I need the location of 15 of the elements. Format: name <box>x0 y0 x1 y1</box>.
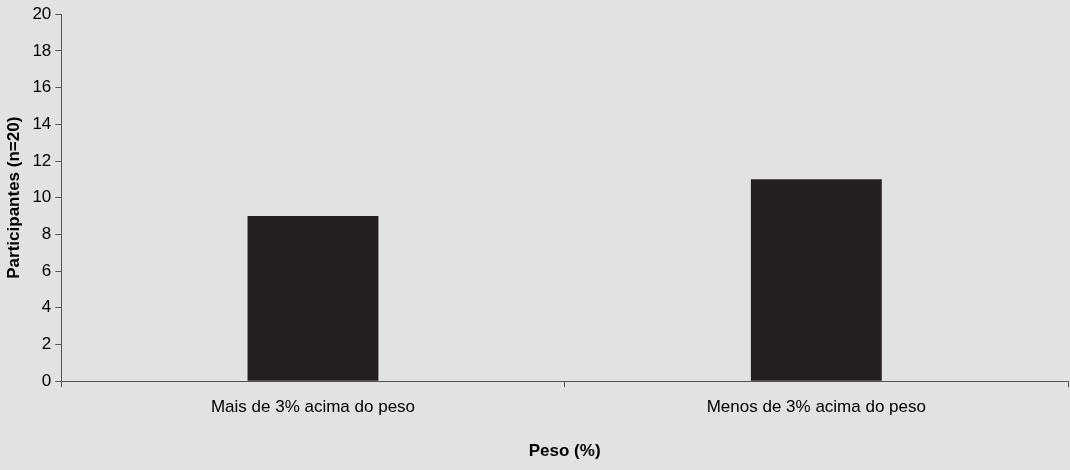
y-tick-label: 20 <box>32 3 52 23</box>
x-axis-title: Peso (%) <box>528 441 601 461</box>
x-tick-label: Mais de 3% acima do peso <box>210 397 416 417</box>
y-axis-title: Participantes (n=20) <box>3 116 23 279</box>
y-tick-label: 0 <box>41 370 52 390</box>
y-tick-label: 12 <box>32 150 52 170</box>
y-tick-label: 2 <box>41 334 52 354</box>
y-tick-label: 18 <box>32 40 52 60</box>
y-tick-label: 4 <box>41 297 52 317</box>
y-tick-label: 10 <box>32 187 52 207</box>
y-tick-label: 16 <box>32 77 52 97</box>
y-tick-label: 14 <box>32 113 52 133</box>
y-tick-label: 6 <box>41 260 52 280</box>
y-tick-label: 8 <box>41 224 52 244</box>
x-tick-label: Menos de 3% acima do peso <box>706 397 926 417</box>
